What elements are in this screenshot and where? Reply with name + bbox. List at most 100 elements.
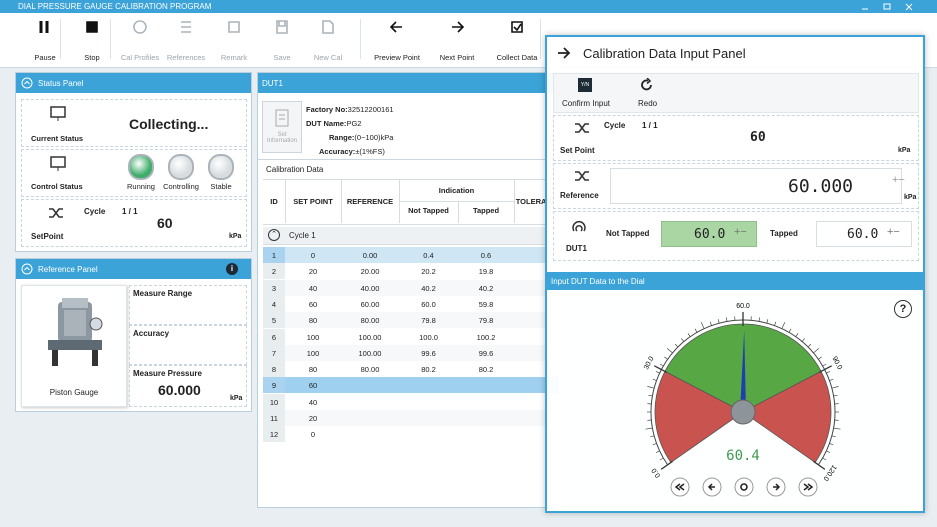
id-cell-bg [263, 328, 285, 345]
column-header: REFERENCE [346, 197, 394, 206]
table-cell: 11 [270, 414, 278, 423]
minor-tick [717, 319, 720, 324]
table-cell: 8 [271, 365, 277, 375]
cycle-row: Cycle 1 ⌃ [263, 227, 558, 245]
info-icon[interactable]: i [226, 263, 238, 275]
minor-tick [758, 317, 761, 322]
tool-label[interactable]: Collect Data [496, 53, 538, 62]
panel-title: Status Panel [38, 79, 84, 88]
nav-button[interactable] [670, 477, 690, 497]
set-info-button[interactable]: Set Information [262, 101, 302, 153]
minor-tick [774, 321, 777, 326]
nav-button[interactable] [734, 477, 754, 497]
column-header: Indication [438, 186, 475, 195]
minor-tick [833, 427, 841, 430]
tool-label[interactable]: Pause [34, 53, 56, 62]
dut-box: DUT1 Not Tapped 60.0 +− Tapped 60.0 +− [553, 211, 919, 261]
table-cell: 100.2 [476, 332, 496, 342]
major-tick [813, 460, 826, 470]
tool-icon[interactable] [178, 19, 194, 35]
dial-tick-label: 120.0 [822, 463, 838, 481]
nav-button[interactable] [702, 477, 722, 497]
table-cell: 20 [308, 267, 318, 277]
nav-button[interactable] [766, 477, 786, 497]
table-cell: 1 [271, 251, 277, 260]
separator [360, 19, 361, 59]
dial-tick-label: 60.0 [736, 303, 750, 310]
minor-tick [822, 363, 827, 367]
indicator-light [128, 154, 154, 180]
table-cell: 10 [269, 397, 279, 407]
table-row: 3 40 40.00 40.2 40.2 [263, 279, 558, 296]
table-cell: 60.00 [360, 299, 380, 309]
table-cell: 7 [271, 348, 277, 358]
cycle-label: Cycle 1 [289, 231, 316, 240]
table-row: 8 80 80.00 80.2 80.2 [263, 361, 558, 378]
collapse-icon[interactable]: ⌃ [268, 229, 280, 241]
help-button[interactable]: ? [894, 300, 912, 318]
table-cell: 60 [308, 381, 318, 391]
tool-label[interactable]: New Cal [313, 53, 343, 62]
button-label[interactable]: Confirm Input [562, 99, 611, 108]
tool-icon[interactable] [37, 19, 53, 35]
table-cell: 60.0 [421, 299, 436, 309]
id-cell-bg [263, 393, 285, 410]
window-title: DIAL PRESSURE GAUGE CALIBRATION PROGRAM [18, 2, 212, 11]
tool-label[interactable]: Stop [84, 53, 100, 62]
tool-label[interactable]: Preview Point [374, 53, 420, 62]
table-cell: 59.8 [478, 299, 494, 309]
minor-tick [655, 450, 660, 453]
id-cell-bg [263, 377, 285, 394]
table-row: 6 100 100.00 100.0 100.2 [263, 328, 558, 345]
table-cell: 99.6 [421, 348, 436, 358]
setpoint: 60 [157, 215, 173, 231]
minor-tick [826, 371, 831, 374]
button-label[interactable]: Redo [638, 99, 658, 108]
confirm-icon[interactable]: Y/N [578, 78, 592, 92]
tool-label[interactable]: References [166, 53, 206, 62]
tool-icon[interactable] [132, 19, 148, 35]
table-cell: 40 [308, 397, 318, 407]
id-cell-bg [263, 247, 285, 263]
table-row: 4 60 60.00 60.0 59.8 [263, 295, 558, 312]
dial: 0.0 30.0 60.0 90.0 120.0 60.4 [643, 303, 843, 497]
table-cell: 40 [308, 283, 318, 293]
table-cell: 80.2 [478, 365, 494, 375]
id-cell-bg [263, 361, 285, 378]
measure-pressure: 60.000 [158, 382, 201, 398]
label: Set Point [560, 146, 595, 155]
separator [110, 19, 111, 59]
table-cell: 100.00 [358, 348, 382, 358]
tool-icon[interactable] [274, 19, 290, 35]
dial-tick-label: 30.0 [643, 355, 656, 370]
dial-zone [742, 370, 832, 464]
tool-label[interactable]: Cal Profiles [120, 53, 160, 62]
button-icon [773, 483, 781, 491]
nav-button[interactable] [798, 477, 818, 497]
table-cell: 0.00 [362, 251, 378, 260]
tapped-input[interactable]: 60.0 +− [816, 221, 912, 247]
tool-icon[interactable] [320, 19, 336, 35]
unit: kPa [229, 233, 242, 240]
minor-tick [833, 394, 838, 397]
not-tapped-input[interactable]: 60.0 +− [661, 221, 757, 247]
setpoint-box: SetPoint Cycle 1 / 1 60 kPa [21, 199, 247, 247]
minor-tick [725, 317, 728, 322]
tool-label[interactable]: Next Point [439, 53, 475, 62]
table-cell: 2 [271, 267, 277, 277]
tool-label[interactable]: Remark [220, 53, 248, 62]
tool-icon[interactable] [226, 19, 242, 35]
window-controls[interactable] [860, 2, 920, 11]
tool-label[interactable]: Save [273, 53, 291, 62]
minor-tick [666, 348, 673, 354]
minor-tick [659, 363, 664, 367]
table-cell: 20.2 [421, 267, 436, 277]
tool-icon[interactable] [449, 19, 465, 35]
tool-icon[interactable] [84, 19, 100, 35]
minor-tick [647, 386, 655, 389]
tool-icon[interactable] [509, 19, 525, 35]
minor-tick [795, 333, 799, 337]
indicator-label: Controlling [163, 182, 199, 191]
tool-icon[interactable] [389, 19, 405, 35]
divider [399, 179, 400, 223]
